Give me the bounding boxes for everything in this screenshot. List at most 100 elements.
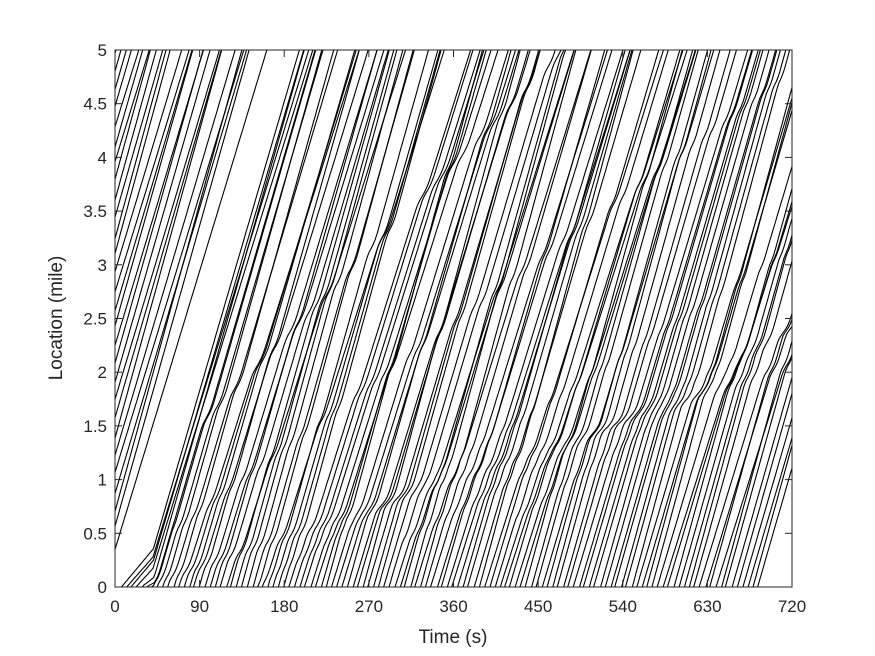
vehicle-trajectory (115, 50, 245, 473)
vehicle-trajectory (115, 50, 171, 254)
vehicle-trajectory (115, 50, 150, 162)
y-tick-label: 0 (98, 578, 107, 597)
x-tick-label: 630 (693, 597, 721, 616)
vehicle-trajectory (462, 50, 626, 587)
vehicle-trajectory (246, 50, 404, 587)
vehicle-trajectory (572, 50, 749, 587)
x-axis: 0 90 180 270 360 450 540 630 720 (110, 50, 806, 616)
vehicle-trajectory (115, 50, 132, 107)
vehicle-trajectory (535, 50, 699, 587)
vehicle-trajectory (115, 50, 223, 439)
vehicle-trajectory (325, 50, 484, 587)
vehicle-trajectory (747, 435, 792, 587)
x-tick-label: 90 (190, 597, 209, 616)
x-tick-label: 540 (609, 597, 637, 616)
vehicle-trajectory (141, 50, 305, 587)
x-tick-label: 450 (524, 597, 552, 616)
vehicle-trajectory (531, 50, 694, 587)
vehicle-trajectory (388, 50, 562, 587)
vehicle-trajectory (724, 355, 792, 587)
vehicle-trajectory (656, 164, 792, 587)
vehicle-trajectory (451, 50, 631, 587)
vehicle-trajectory (330, 50, 509, 587)
vehicle-trajectory (731, 375, 792, 587)
vehicle-trajectory (646, 85, 792, 587)
vehicle-trajectory (698, 311, 792, 587)
vehicle-trajectory (173, 50, 335, 587)
vehicle-trajectory (757, 466, 792, 587)
vehicle-trajectory (666, 199, 792, 587)
vehicle-trajectory (736, 391, 792, 587)
vehicle-trajectory (115, 50, 127, 90)
x-tick-label: 720 (778, 597, 806, 616)
vehicle-trajectory (440, 50, 606, 587)
vehicle-trajectory (310, 50, 492, 587)
y-tick-label: 1.5 (83, 417, 107, 436)
vehicle-trajectory (466, 50, 633, 587)
vehicle-trajectory (115, 50, 164, 218)
vehicle-trajectory (115, 50, 151, 180)
vehicle-trajectory (436, 50, 613, 587)
vehicle-trajectory (494, 50, 669, 587)
trajectory-series (115, 50, 792, 587)
vehicle-trajectory (189, 50, 356, 587)
vehicle-trajectory (578, 50, 753, 587)
vehicle-trajectory (621, 50, 781, 587)
x-tick-label: 360 (439, 597, 467, 616)
vehicle-trajectory (115, 50, 190, 292)
vehicle-trajectory (336, 50, 517, 587)
vehicle-trajectory (604, 50, 770, 587)
vehicle-trajectory (115, 50, 122, 72)
vehicle-trajectory (115, 50, 194, 327)
vehicle-trajectory (198, 50, 360, 587)
vehicle-trajectory (115, 50, 167, 239)
vehicle-trajectory (678, 216, 792, 587)
x-tick-label: 0 (110, 597, 119, 616)
vehicle-trajectory (115, 50, 183, 272)
x-tick-label: 180 (270, 597, 298, 616)
vehicle-trajectory (115, 50, 222, 418)
y-axis-label: Location (mile) (46, 256, 67, 381)
vehicle-trajectory (178, 50, 360, 587)
y-tick-label: 4 (98, 148, 107, 167)
vehicle-trajectory (489, 50, 660, 587)
vehicle-trajectory (693, 259, 792, 587)
vehicle-trajectory (115, 50, 220, 400)
vehicle-trajectory (519, 50, 697, 587)
vehicle-trajectory (631, 50, 791, 587)
vehicle-trajectory (272, 50, 439, 587)
vehicle-trajectory (288, 50, 472, 587)
vehicle-trajectory (126, 50, 310, 587)
vehicle-trajectory (235, 50, 395, 587)
vehicle-trajectory (192, 50, 369, 587)
vehicle-trajectory (362, 50, 521, 587)
vehicle-trajectory (314, 50, 499, 587)
vehicle-trajectory (552, 50, 712, 587)
vehicle-trajectory (556, 50, 721, 587)
vehicle-trajectory (115, 50, 193, 311)
vehicle-trajectory (261, 50, 445, 587)
vehicle-trajectory (610, 50, 777, 587)
vehicle-trajectory (473, 50, 642, 587)
vehicle-trajectory (303, 50, 485, 587)
vehicle-trajectory (130, 50, 305, 587)
vehicle-trajectory (346, 50, 512, 587)
vehicle-trajectory (162, 50, 323, 587)
vehicle-trajectory (167, 50, 339, 587)
vehicle-trajectory (115, 50, 268, 550)
vehicle-trajectory (410, 50, 567, 587)
vehicle-trajectory (356, 50, 529, 587)
vehicle-trajectory (257, 50, 414, 587)
vehicle-trajectory (524, 50, 683, 587)
vehicle-trajectory (219, 50, 389, 587)
vehicle-trajectory (115, 50, 205, 346)
vehicle-trajectory (721, 338, 792, 587)
vehicle-trajectory (546, 50, 709, 587)
vehicle-trajectory (673, 186, 792, 587)
vehicle-trajectory (214, 50, 378, 587)
vehicle-trajectory (267, 50, 430, 587)
vehicle-trajectory (508, 50, 681, 587)
vehicle-trajectory (115, 50, 250, 527)
vehicle-trajectory (394, 50, 575, 587)
